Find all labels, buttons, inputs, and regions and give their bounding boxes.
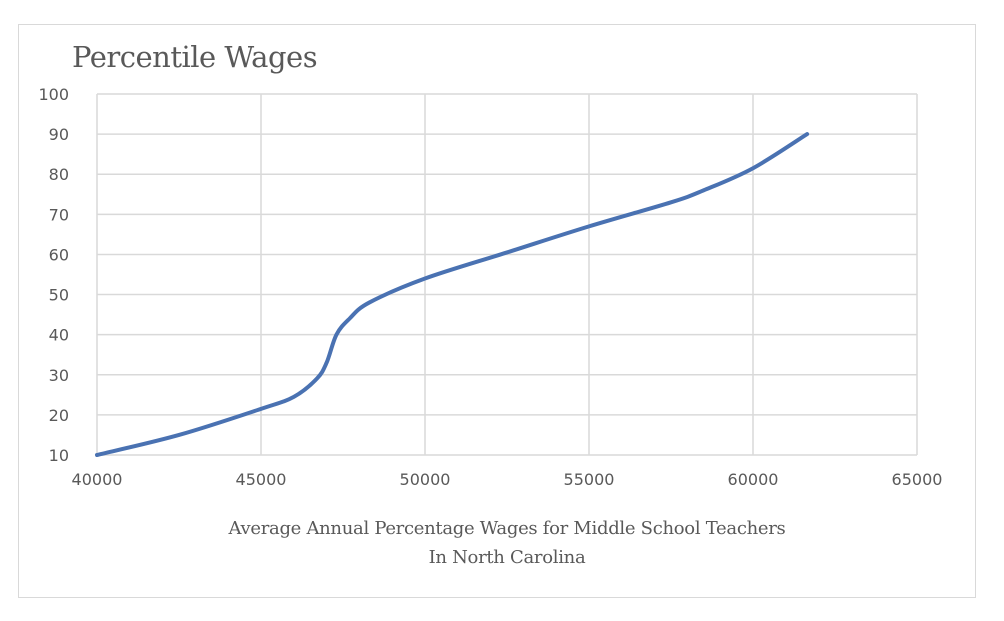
y-tick-label: 80 <box>49 165 69 184</box>
x-axis-label: Average Annual Percentage Wages for Midd… <box>97 514 917 572</box>
y-tick-label: 70 <box>49 205 69 224</box>
y-tick-label: 40 <box>49 326 69 345</box>
x-axis-label-line2: In North Carolina <box>428 547 586 568</box>
x-tick-label: 55000 <box>564 470 615 489</box>
x-axis-label-line1: Average Annual Percentage Wages for Midd… <box>228 518 786 539</box>
y-tick-label: 10 <box>49 446 69 465</box>
x-tick-label: 50000 <box>400 470 451 489</box>
x-tick-label: 40000 <box>72 470 123 489</box>
y-axis-ticks: 10 20 30 40 50 60 70 80 90 100 <box>38 85 69 465</box>
x-tick-label: 45000 <box>236 470 287 489</box>
y-tick-label: 60 <box>49 245 69 264</box>
chart-container <box>18 24 976 598</box>
x-axis-ticks: 40000 45000 50000 55000 60000 65000 <box>72 470 943 489</box>
y-tick-label: 100 <box>38 85 69 104</box>
data-line <box>95 132 810 457</box>
y-tick-label: 20 <box>49 406 69 425</box>
x-tick-label: 60000 <box>728 470 779 489</box>
gridlines <box>96 93 918 456</box>
y-tick-label: 50 <box>49 286 69 305</box>
x-tick-label: 65000 <box>892 470 943 489</box>
chart-title: Percentile Wages <box>72 40 318 74</box>
y-tick-label: 30 <box>49 366 69 385</box>
y-tick-label: 90 <box>49 125 69 144</box>
